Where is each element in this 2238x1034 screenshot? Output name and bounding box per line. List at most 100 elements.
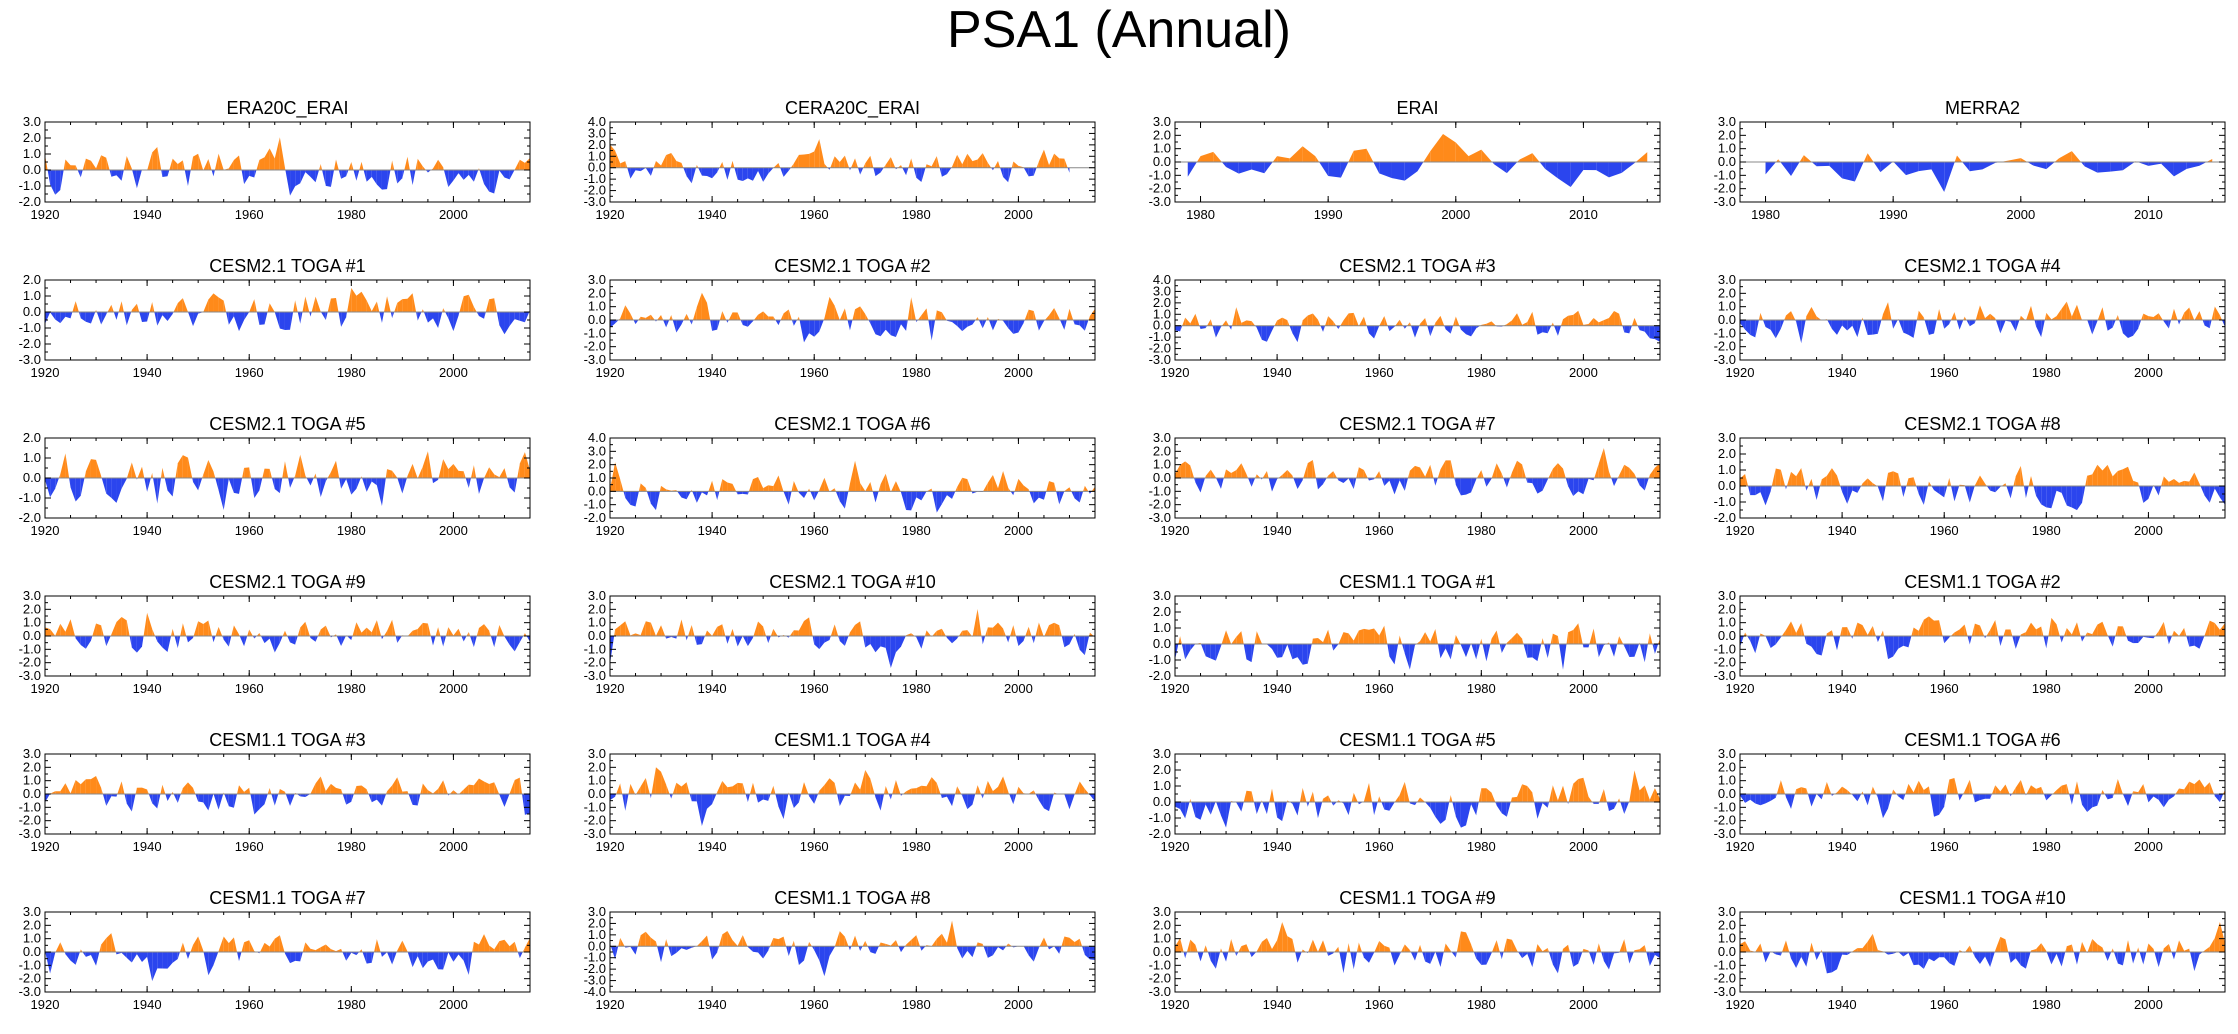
series-segment [1791, 621, 1797, 636]
series-segment [82, 158, 86, 170]
series-segment [285, 170, 291, 196]
series-segment [182, 942, 186, 952]
series-segment [1872, 320, 1878, 335]
series-segment [1971, 623, 1975, 636]
series-segment [1440, 802, 1446, 824]
x-tick-label: 1960 [800, 523, 829, 538]
series-segment [1394, 644, 1399, 665]
series-segment [2173, 308, 2178, 320]
series-segment [287, 636, 291, 643]
series-segment [1420, 632, 1426, 644]
series-segment [1266, 937, 1272, 952]
series-segment [2128, 320, 2134, 338]
series-segment [793, 154, 799, 168]
series-segment [1522, 322, 1528, 326]
series-segment [799, 320, 804, 343]
series-segment [666, 784, 670, 794]
panel-20: CESM1.1 TOGA #63.02.01.00.0-1.0-2.0-3.01… [1714, 730, 2226, 854]
series-segment [2013, 476, 2016, 486]
series-segment [327, 472, 331, 478]
series-segment [1200, 952, 1204, 962]
series-segment [880, 636, 886, 648]
series-segment [1205, 945, 1208, 952]
series-segment [271, 794, 275, 806]
y-tick-label: 2.0 [1718, 601, 1736, 616]
series-segment [701, 794, 707, 826]
y-tick-label: -3.0 [584, 826, 606, 841]
x-tick-label: 1980 [902, 365, 931, 380]
series-segment [773, 785, 776, 794]
series-segment [1624, 464, 1630, 478]
series-segment [269, 148, 275, 170]
series-segment [1816, 162, 1830, 167]
series-segment [766, 636, 769, 644]
series-segment [339, 478, 342, 489]
series-segment [290, 952, 296, 964]
series-segment [1210, 469, 1216, 478]
series-segment [1944, 486, 1948, 498]
series-segment [1251, 162, 1265, 174]
series-segment [402, 478, 407, 494]
series-segment [1251, 644, 1255, 663]
series-segment [63, 159, 66, 170]
x-tick-label: 1940 [133, 681, 162, 696]
series-segment [1748, 486, 1751, 496]
series-segment [1594, 463, 1599, 478]
series-segment [1241, 944, 1247, 952]
series-segment [254, 478, 260, 498]
series-segment [1417, 162, 1424, 172]
series-segment [1379, 471, 1382, 478]
series-segment [696, 164, 699, 168]
panel-title: CESM1.1 TOGA #7 [209, 888, 365, 908]
series-segment [233, 625, 239, 636]
series-segment [1589, 952, 1594, 965]
series-segment [371, 794, 377, 803]
series-segment [2011, 787, 2016, 794]
series-segment [524, 312, 530, 323]
series-segment [747, 794, 750, 803]
series-segment [2139, 486, 2144, 503]
series-segment [790, 163, 794, 168]
x-tick-label: 2000 [439, 839, 468, 854]
series-segment [187, 457, 193, 478]
series-segment [1908, 320, 1914, 338]
series-segment [1207, 319, 1211, 326]
series-segment [252, 636, 255, 639]
series-segment [622, 794, 626, 811]
series-segment [478, 312, 485, 319]
series-segment [1185, 644, 1191, 660]
series-segment [926, 308, 929, 320]
series-segment [2173, 479, 2180, 486]
series-segment [1984, 636, 1986, 639]
y-tick-label: -1.0 [584, 950, 606, 965]
series-segment [952, 920, 957, 947]
series-segment [1287, 470, 1293, 478]
series-segment [1583, 777, 1589, 802]
series-segment [2199, 779, 2205, 794]
series-segment [921, 491, 927, 501]
y-tick-label: -1.0 [584, 497, 606, 512]
series-segment [1547, 644, 1551, 659]
series-segment [801, 782, 804, 794]
series-segment [819, 320, 824, 332]
series-segment [2138, 482, 2140, 486]
series-segment [50, 478, 56, 498]
series-segment [1603, 317, 1609, 326]
series-segment [1951, 312, 1955, 320]
series-segment [1503, 938, 1507, 952]
series-segment [187, 170, 191, 186]
x-tick-label: 2000 [1569, 997, 1598, 1012]
series-segment [742, 167, 748, 182]
series-segment [1231, 939, 1236, 952]
series-segment [2084, 162, 2098, 173]
series-segment [1842, 162, 1855, 182]
panel-title: MERRA2 [1945, 98, 2020, 118]
series-segment [895, 940, 899, 947]
series-segment [1941, 320, 1945, 329]
series-segment [906, 491, 912, 511]
series-segment [666, 636, 672, 639]
series-segment [2005, 483, 2007, 486]
series-segment [359, 161, 362, 170]
series-segment [320, 776, 326, 794]
y-tick-label: -1.0 [19, 641, 41, 656]
